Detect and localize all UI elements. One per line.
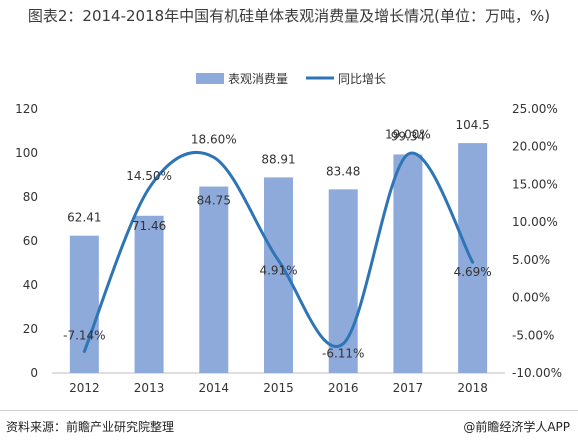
bar xyxy=(199,186,229,373)
x-tick-label: 2015 xyxy=(263,381,294,395)
growth-line xyxy=(82,151,475,353)
y-left-tick-label: 60 xyxy=(23,234,38,248)
growth-value-label: 4.91% xyxy=(259,264,297,278)
y-left-tick-label: 0 xyxy=(30,366,38,380)
x-tick-label: 2017 xyxy=(393,381,424,395)
data-labels: 62.41 71.46 84.75 88.91 83.48 99.34 104.5 -7.14… xyxy=(63,118,492,361)
y-left-tick-label: 80 xyxy=(23,190,38,204)
y-right-tick-label: 25.00% xyxy=(512,102,558,116)
y-left-tick-label: 20 xyxy=(23,322,38,336)
y-right-tick-label: 20.00% xyxy=(512,140,558,154)
y-right-tick-label: 5.00% xyxy=(512,253,550,267)
bar xyxy=(134,215,164,373)
x-tick-label: 2013 xyxy=(134,381,165,395)
footer-divider xyxy=(0,410,578,411)
growth-value-label: -7.14% xyxy=(63,328,105,342)
y-left-tick-label: 100 xyxy=(15,146,38,160)
bar-value-label: 62.41 xyxy=(67,211,101,225)
chart: 表观消费量 同比增长 0 20 40 60 80 100 120 -10.00% -5.00% 0.… xyxy=(15,72,562,395)
bar-value-label: 71.46 xyxy=(132,219,166,233)
x-tick-label: 2012 xyxy=(69,381,100,395)
bar-value-label: 99.34 xyxy=(391,129,425,143)
chart-title: 图表2：2014-2018年中国有机硅单体表观消费量及增长情况(单位：万吨，%) xyxy=(27,7,551,25)
bar-value-label: 88.91 xyxy=(261,152,295,166)
growth-value-label: 18.60% xyxy=(191,132,237,146)
brand-credit: @前瞻经济学人APP xyxy=(463,420,570,434)
y-right-tick-label: 10.00% xyxy=(512,215,558,229)
legend-bar-label: 表观消费量 xyxy=(228,72,288,86)
source-note: 资料来源：前瞻产业研究院整理 xyxy=(6,420,175,434)
growth-line-path xyxy=(82,151,475,353)
bar-value-label: 84.75 xyxy=(197,194,231,208)
y-right-tick-label: -5.00% xyxy=(512,328,554,342)
legend: 表观消费量 同比增长 xyxy=(196,72,386,86)
legend-line-label: 同比增长 xyxy=(338,72,386,86)
growth-value-label: 19.00% xyxy=(385,127,431,141)
bar-value-label: 104.5 xyxy=(455,118,489,132)
y-right-tick-label: 0.00% xyxy=(512,291,550,305)
bar xyxy=(393,154,423,373)
y-right-tick-label: -10.00% xyxy=(512,366,562,380)
bar xyxy=(458,143,488,373)
x-tick-label: 2018 xyxy=(457,381,488,395)
legend-bar-swatch xyxy=(196,73,224,84)
x-tick-label: 2014 xyxy=(199,381,230,395)
y-left-tick-label: 120 xyxy=(15,102,38,116)
y-right-tick-label: 15.00% xyxy=(512,177,558,191)
growth-value-label: 14.50% xyxy=(126,169,172,183)
bar-value-label: 83.48 xyxy=(326,164,360,178)
axes: 0 20 40 60 80 100 120 -10.00% -5.00% 0.00% 5.00% 10… xyxy=(15,102,562,395)
y-left-tick-label: 40 xyxy=(23,278,38,292)
growth-value-label: -6.11% xyxy=(322,347,364,361)
x-tick-label: 2016 xyxy=(328,381,359,395)
growth-value-label: 4.69% xyxy=(454,265,492,279)
